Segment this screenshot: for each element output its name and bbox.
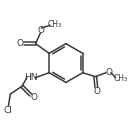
- Text: O: O: [94, 87, 101, 96]
- Text: O: O: [38, 26, 45, 35]
- Text: O: O: [30, 93, 37, 102]
- Text: Cl: Cl: [3, 106, 12, 115]
- Text: CH₃: CH₃: [48, 20, 62, 29]
- Text: O: O: [105, 68, 112, 77]
- Text: CH₃: CH₃: [113, 74, 128, 83]
- Text: HN: HN: [24, 73, 38, 82]
- Text: O: O: [17, 39, 24, 48]
